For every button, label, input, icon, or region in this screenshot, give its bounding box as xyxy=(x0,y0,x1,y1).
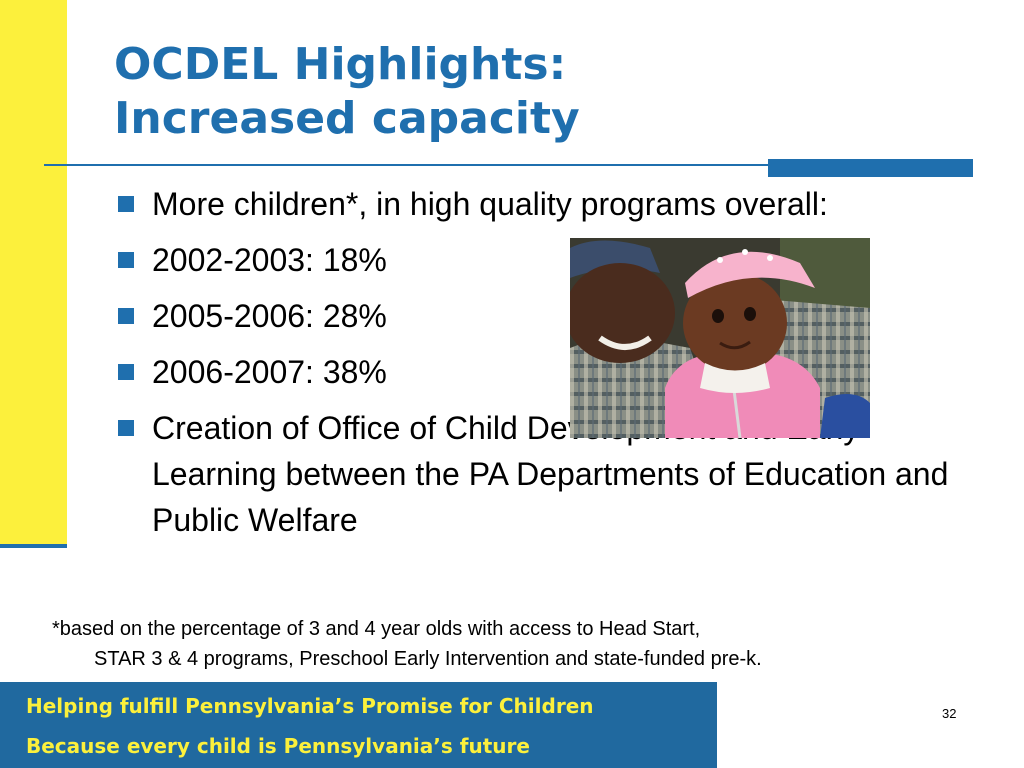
bullet-square-icon xyxy=(118,252,134,268)
footer-tagline-1: Helping fulfill Pennsylvania’s Promise f… xyxy=(26,694,594,718)
bullet-item: 2002-2003: 18% xyxy=(116,237,956,283)
left-accent-rule xyxy=(0,544,67,548)
footnote-line-2: STAR 3 & 4 programs, Preschool Early Int… xyxy=(94,648,762,670)
footer-banner: Helping fulfill Pennsylvania’s Promise f… xyxy=(0,682,717,768)
slide-title: OCDEL Highlights: Increased capacity xyxy=(114,38,580,146)
bullet-square-icon xyxy=(118,364,134,380)
footnote-line-1: *based on the percentage of 3 and 4 year… xyxy=(52,618,701,640)
bullet-text: 2006-2007: 38% xyxy=(152,354,387,390)
left-accent-bar xyxy=(0,0,67,548)
bullet-text: More children*, in high quality programs… xyxy=(152,186,828,222)
page-number: 32 xyxy=(942,706,957,721)
bullet-square-icon xyxy=(118,308,134,324)
father-and-child-photo xyxy=(570,238,870,438)
bullet-text: 2002-2003: 18% xyxy=(152,242,387,278)
slide-title-line-2: Increased capacity xyxy=(114,93,580,144)
photo-illustration xyxy=(570,238,870,438)
bullet-item: More children*, in high quality programs… xyxy=(116,181,956,227)
bullet-item: 2005-2006: 28% xyxy=(116,293,956,339)
bullet-text: 2005-2006: 28% xyxy=(152,298,387,334)
bullet-square-icon xyxy=(118,420,134,436)
bullet-item: 2006-2007: 38% xyxy=(116,349,956,395)
title-divider xyxy=(44,164,774,166)
bullet-square-icon xyxy=(118,196,134,212)
footnote: *based on the percentage of 3 and 4 year… xyxy=(52,614,972,674)
title-divider-block xyxy=(768,159,973,177)
slide-title-line-1: OCDEL Highlights: xyxy=(114,39,567,90)
footer-tagline-2: Because every child is Pennsylvania’s fu… xyxy=(26,734,530,758)
